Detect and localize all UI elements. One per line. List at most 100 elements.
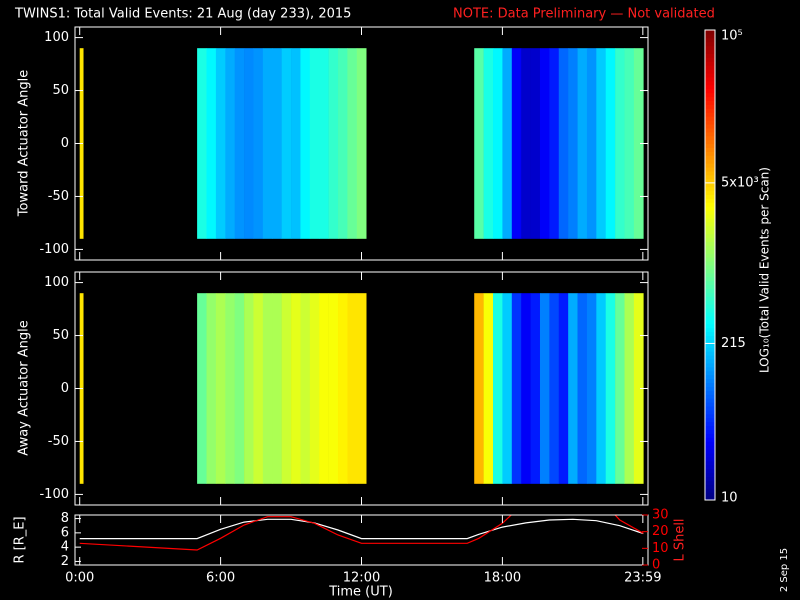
- colorbar-swatch: [705, 433, 715, 438]
- heatmap-cell: [206, 48, 217, 239]
- colorbar-swatch: [705, 296, 715, 301]
- colorbar-swatch: [705, 245, 715, 250]
- colorbar-swatch: [705, 151, 715, 156]
- series-line: [79, 515, 644, 551]
- colorbar-swatch: [705, 398, 715, 403]
- colorbar-tick-label: 10: [721, 491, 738, 506]
- y2-tick-label: 30: [652, 508, 669, 523]
- y-axis-label: Toward Actuator Angle: [17, 70, 32, 217]
- y-tick-label: 0: [61, 381, 69, 396]
- colorbar-swatch: [705, 351, 715, 356]
- heatmap-cell: [262, 48, 273, 239]
- y2-tick-label: 20: [652, 524, 669, 539]
- colorbar-swatch: [705, 131, 715, 137]
- colorbar-swatch: [705, 186, 715, 192]
- heatmap-cell: [502, 293, 513, 484]
- heatmap-cell: [281, 293, 292, 484]
- heatmap-cell: [356, 48, 367, 239]
- colorbar-swatch: [705, 339, 715, 344]
- colorbar-swatch: [705, 249, 715, 254]
- chart-title: TWINS1: Total Valid Events: 21 Aug (day …: [14, 7, 351, 22]
- colorbar-swatch: [705, 343, 715, 348]
- colorbar-swatch: [705, 53, 715, 58]
- colorbar-swatch: [705, 362, 715, 368]
- heatmap-cell: [493, 293, 503, 484]
- colorbar-swatch: [705, 190, 715, 195]
- colorbar-swatch: [705, 73, 715, 78]
- colorbar-swatch: [705, 104, 715, 109]
- colorbar-swatch: [705, 198, 715, 203]
- colorbar-swatch: [705, 292, 715, 297]
- colorbar-swatch: [705, 480, 715, 485]
- y-tick-label: -50: [48, 189, 69, 204]
- heatmap-cell: [356, 293, 367, 484]
- heatmap-cell: [272, 293, 282, 484]
- y2-tick-label: 0: [652, 558, 660, 573]
- colorbar-swatch: [705, 272, 715, 278]
- colorbar-swatch: [705, 167, 715, 172]
- heatmap-cell: [225, 48, 235, 239]
- heatmap-cell: [319, 48, 329, 239]
- x-tick-label: 6:00: [206, 571, 235, 586]
- colorbar-swatch: [705, 390, 715, 395]
- heatmap-cell: [225, 293, 235, 484]
- y2-tick-label: 10: [652, 541, 669, 556]
- heatmap-cell: [615, 293, 625, 484]
- colorbar-swatch: [705, 80, 715, 86]
- colorbar-swatch: [705, 484, 715, 489]
- y-tick-label: 0: [61, 136, 69, 151]
- heatmap-cell: [521, 48, 531, 239]
- colorbar-swatch: [705, 194, 715, 199]
- heatmap-cell: [605, 293, 616, 484]
- heatmap-cell: [197, 293, 207, 484]
- colorbar-swatch: [705, 112, 715, 117]
- colorbar-swatch: [705, 159, 715, 164]
- colorbar-swatch: [705, 147, 715, 152]
- heatmap-cell: [586, 293, 597, 484]
- heatmap-cell: [347, 48, 358, 239]
- note: NOTE: Data Preliminary — Not validated: [453, 7, 715, 22]
- colorbar-swatch: [705, 30, 715, 35]
- colorbar-swatch: [705, 155, 715, 160]
- colorbar-swatch: [705, 331, 715, 336]
- heatmap-cell: [253, 48, 264, 239]
- colorbar-swatch: [705, 300, 715, 305]
- line-layer: [79, 515, 644, 551]
- colorbar-swatch: [705, 171, 715, 176]
- heatmap-cell: [291, 293, 301, 484]
- colorbar-swatch: [705, 265, 715, 270]
- colorbar-swatch: [705, 65, 715, 70]
- colorbar-swatch: [705, 41, 715, 47]
- x-tick-label: 23:59: [624, 571, 661, 586]
- heatmap-cell: [605, 48, 616, 239]
- colorbar-swatch: [705, 468, 715, 474]
- colorbar-swatch: [705, 315, 715, 321]
- colorbar-swatch: [705, 61, 715, 66]
- heatmap-cell: [530, 48, 541, 239]
- colorbar-swatch: [705, 323, 715, 329]
- colorbar-swatch: [705, 370, 715, 376]
- y-tick-label: -100: [39, 487, 69, 502]
- colorbar-swatch: [705, 366, 715, 372]
- heatmap-cell: [549, 293, 560, 484]
- colorbar-swatch: [705, 355, 715, 360]
- colorbar-swatch: [705, 214, 715, 219]
- colorbar-swatch: [705, 124, 715, 129]
- heatmap-cell: [253, 293, 264, 484]
- heatmap-cell: [558, 293, 569, 484]
- heatmap-cell: [206, 293, 217, 484]
- colorbar-swatch: [705, 143, 715, 148]
- heatmap-cell: [300, 293, 311, 484]
- colorbar-swatch: [705, 174, 715, 180]
- heatmap-cell: [596, 293, 607, 484]
- colorbar-swatch: [705, 441, 715, 446]
- x-axis-label: Time (UT): [328, 585, 393, 600]
- colorbar-swatch: [705, 347, 715, 352]
- colorbar-swatch: [705, 359, 715, 364]
- colorbar-swatch: [705, 206, 715, 211]
- heatmap-cell: [474, 48, 484, 239]
- colorbar-swatch: [705, 241, 715, 246]
- heatmap-cell: [483, 293, 494, 484]
- y-tick-label: 50: [52, 328, 69, 343]
